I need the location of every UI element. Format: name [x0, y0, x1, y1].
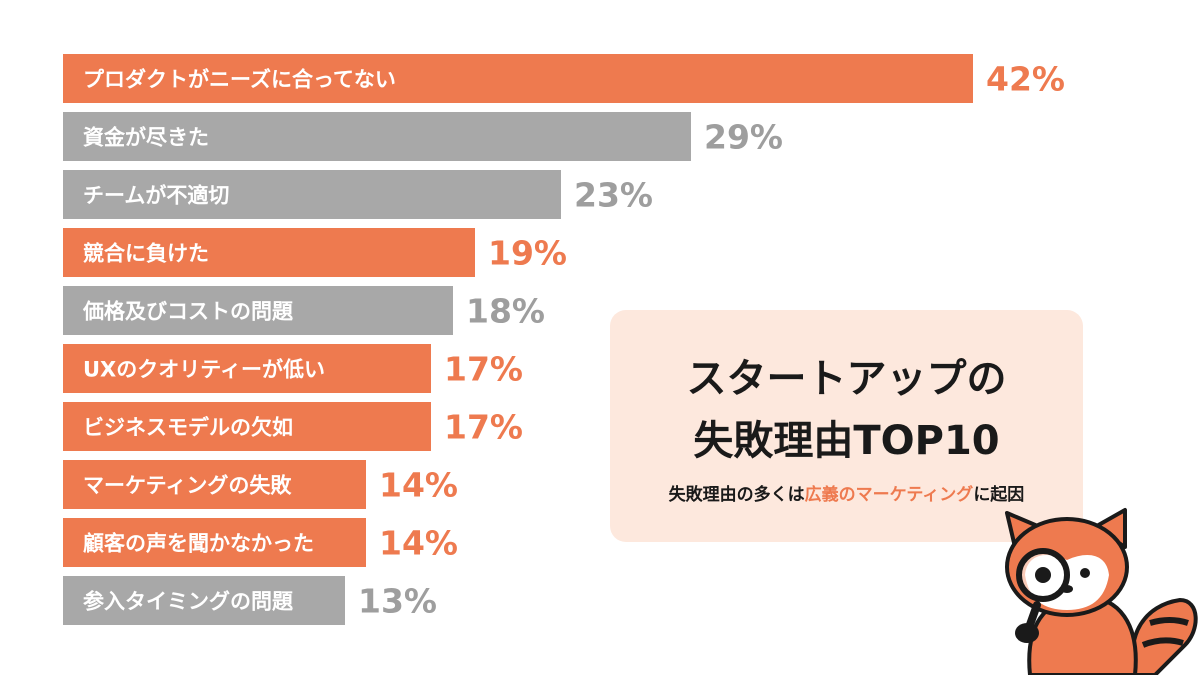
bar-value-label: 17% [444, 350, 523, 389]
bar-group: プロダクトがニーズに合ってない 42% [63, 54, 1065, 103]
bar-category-label: UXのクオリティーが低い [83, 358, 325, 382]
bar-group: ビジネスモデルの欠如 17% [63, 402, 523, 451]
red-panda-with-magnifying-glass-icon [1005, 508, 1198, 675]
bar [63, 576, 345, 625]
info-subtitle-highlight: 広義のマーケティング [804, 485, 974, 505]
bar-group: UXのクオリティーが低い 17% [63, 344, 523, 393]
bar [63, 518, 366, 567]
bar [63, 286, 453, 335]
bar-category-label: 価格及びコストの問題 [82, 300, 294, 324]
bar-value-label: 17% [444, 408, 523, 447]
bar-value-label: 23% [574, 176, 653, 215]
bar-category-label: 参入タイミングの問題 [83, 590, 294, 614]
info-subtitle-post: に起因 [973, 485, 1025, 505]
bar [63, 112, 691, 161]
bar-value-label: 18% [466, 292, 545, 331]
info-subtitle-pre: 失敗理由の多くは [668, 485, 805, 505]
bar-category-label: 競合に負けた [83, 242, 209, 266]
bar-group: 競合に負けた 19% [63, 228, 567, 277]
bar-value-label: 29% [704, 118, 783, 157]
bar [63, 228, 475, 277]
bar-group: 資金が尽きた 29% [63, 112, 783, 161]
info-title-line2: 失敗理由TOP10 [693, 418, 1000, 464]
bar-group: 参入タイミングの問題 13% [63, 576, 437, 625]
bar-group: マーケティングの失敗 14% [63, 460, 458, 509]
bar-group: チームが不適切 23% [63, 170, 653, 219]
bar [63, 344, 431, 393]
bar-group: 価格及びコストの問題 18% [63, 286, 545, 335]
bar-value-label: 14% [379, 524, 458, 563]
bar [63, 402, 431, 451]
bar-group: 顧客の声を聞かなかった 14% [63, 518, 458, 567]
bar [63, 170, 561, 219]
bar [63, 54, 973, 103]
bar-value-label: 13% [358, 582, 437, 621]
bar-value-label: 19% [488, 234, 567, 273]
info-title: スタートアップの 失敗理由TOP10 [610, 348, 1083, 472]
bar-category-label: プロダクトがニーズに合ってない [83, 68, 396, 92]
bar-category-label: 資金が尽きた [83, 126, 209, 150]
bar-category-label: チームが不適切 [83, 184, 229, 208]
bar-category-label: 顧客の声を聞かなかった [83, 532, 314, 556]
bar-category-label: ビジネスモデルの欠如 [83, 416, 293, 440]
bar-category-label: マーケティングの失敗 [83, 474, 292, 498]
info-title-line1: スタートアップの [686, 356, 1007, 402]
info-subtitle: 失敗理由の多くは広義のマーケティングに起因 [610, 480, 1083, 505]
bar-value-label: 14% [379, 466, 458, 505]
bar-value-label: 42% [986, 60, 1065, 99]
info-box: スタートアップの 失敗理由TOP10 失敗理由の多くは広義のマーケティングに起因 [610, 310, 1083, 542]
bar [63, 460, 366, 509]
